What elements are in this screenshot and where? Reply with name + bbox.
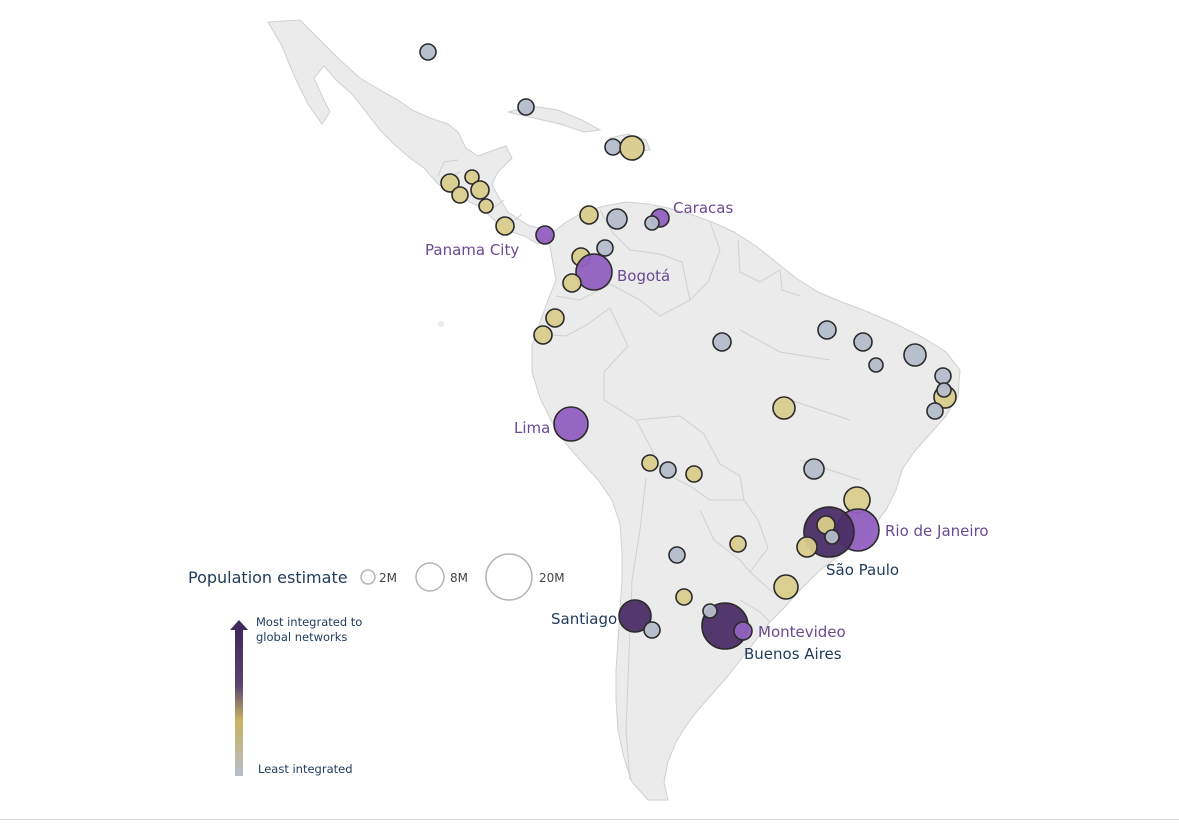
city-label-montevideo: Montevideo — [758, 623, 846, 641]
city-label-rio-de-janeiro: Rio de Janeiro — [885, 522, 989, 540]
city-bubbles — [419, 43, 957, 650]
city-bubble-least-1[interactable] — [419, 43, 437, 61]
integration-arrow-icon — [230, 620, 248, 630]
city-bubble-least-20[interactable] — [817, 320, 837, 340]
city-bubble-low-17[interactable] — [545, 308, 565, 328]
border-colombia-brazil — [609, 283, 691, 317]
city-bubble-low-18[interactable] — [533, 325, 553, 345]
city-label-panama-city: Panama City — [425, 241, 519, 259]
city-bubble-least-42[interactable] — [702, 603, 718, 619]
city-bubble-low-40[interactable] — [675, 588, 693, 606]
legend-size-label-20m: 20M — [539, 571, 565, 585]
city-bubble-low-29[interactable] — [641, 454, 659, 472]
city-bubble-least-14[interactable] — [596, 239, 614, 257]
city-bubble-least-13[interactable] — [644, 215, 660, 231]
border-venezuela-guyana — [689, 221, 721, 301]
city-bubble-least-27[interactable] — [926, 402, 944, 420]
city-bubble-low-39[interactable] — [773, 574, 799, 600]
city-bubble-least-23[interactable] — [903, 343, 927, 367]
legend-size-circle-2m — [360, 569, 376, 585]
city-bubble-santiago[interactable] — [618, 599, 652, 633]
city-bubble-bogota[interactable] — [575, 253, 613, 291]
city-bubble-least-32[interactable] — [803, 458, 825, 480]
land-masses — [267, 19, 961, 801]
border-guianas — [737, 239, 801, 297]
city-bubble-montevideo[interactable] — [733, 621, 753, 641]
city-bubble-low-5[interactable] — [440, 173, 460, 193]
city-bubble-low-6[interactable] — [464, 169, 480, 185]
legend-scale-top-line1: Most integrated to — [256, 615, 362, 629]
city-bubble-least-34[interactable] — [668, 546, 686, 564]
city-label-caracas: Caracas — [673, 199, 733, 217]
city-label-santiago: Santiago — [551, 610, 617, 628]
city-bubble-least-41[interactable] — [643, 621, 661, 639]
border-peru-brazil — [603, 307, 651, 447]
city-bubble-low-10[interactable] — [495, 216, 515, 236]
border-colombia-venezuela — [599, 209, 691, 301]
integration-scale-bar — [235, 630, 243, 776]
land-galapagos — [438, 321, 444, 327]
legend-size-circle-20m — [485, 553, 533, 601]
legend-size-label-8m: 8M — [450, 571, 468, 585]
city-bubble-low-11[interactable] — [579, 205, 599, 225]
city-bubble-panama-city[interactable] — [535, 225, 555, 245]
city-label-sao-paulo: São Paulo — [826, 561, 899, 579]
city-labels: Caracas Panama City Bogotá Lima Rio de J… — [425, 199, 989, 663]
land-south-america — [531, 201, 961, 801]
city-bubble-low-38[interactable] — [796, 536, 818, 558]
city-bubble-least-30[interactable] — [659, 461, 677, 479]
city-bubble-least-21[interactable] — [853, 332, 873, 352]
bottom-rule — [0, 819, 1179, 820]
land-mexico-central-america — [267, 19, 547, 245]
city-bubble-low-31[interactable] — [685, 465, 703, 483]
border-bolivia-brazil — [635, 415, 745, 501]
border-ecuador-peru — [539, 307, 611, 337]
city-bubble-least-26[interactable] — [936, 382, 952, 398]
city-bubble-least-2[interactable] — [517, 98, 535, 116]
city-bubble-low-28[interactable] — [772, 396, 796, 420]
population-legend: Population estimate 2M 8M 20M — [188, 553, 565, 601]
integration-legend: Most integrated to global networks Least… — [230, 615, 362, 776]
legend-size-circle-8m — [415, 562, 445, 592]
border-mexico-guatemala — [437, 159, 459, 177]
city-bubble-least-12[interactable] — [606, 208, 628, 230]
city-bubble-low-9[interactable] — [478, 198, 494, 214]
city-bubble-least-37[interactable] — [824, 529, 840, 545]
city-bubble-least-19[interactable] — [712, 332, 732, 352]
city-bubble-lima[interactable] — [553, 406, 589, 442]
city-bubble-low-16[interactable] — [562, 273, 582, 293]
legend-size-label-2m: 2M — [379, 571, 397, 585]
legend-title: Population estimate — [188, 568, 348, 587]
legend-scale-bottom: Least integrated — [258, 762, 353, 776]
city-bubble-least-22[interactable] — [868, 357, 884, 373]
city-label-lima: Lima — [514, 419, 550, 437]
border-paraguay-argentina — [699, 509, 751, 573]
border-uruguay — [739, 599, 771, 623]
city-label-buenos-aires: Buenos Aires — [744, 645, 842, 663]
city-bubble-low-4[interactable] — [619, 135, 645, 161]
city-bubble-low-8[interactable] — [470, 180, 490, 200]
city-bubble-least-3[interactable] — [604, 138, 622, 156]
border-paraguay-brazil — [743, 499, 769, 573]
legend-scale-top-line2: global networks — [256, 630, 347, 644]
city-bubble-low-33[interactable] — [729, 535, 747, 553]
city-bubble-least-24[interactable] — [934, 367, 952, 385]
city-bubble-low-7[interactable] — [451, 186, 469, 204]
city-label-bogota: Bogotá — [617, 267, 670, 285]
